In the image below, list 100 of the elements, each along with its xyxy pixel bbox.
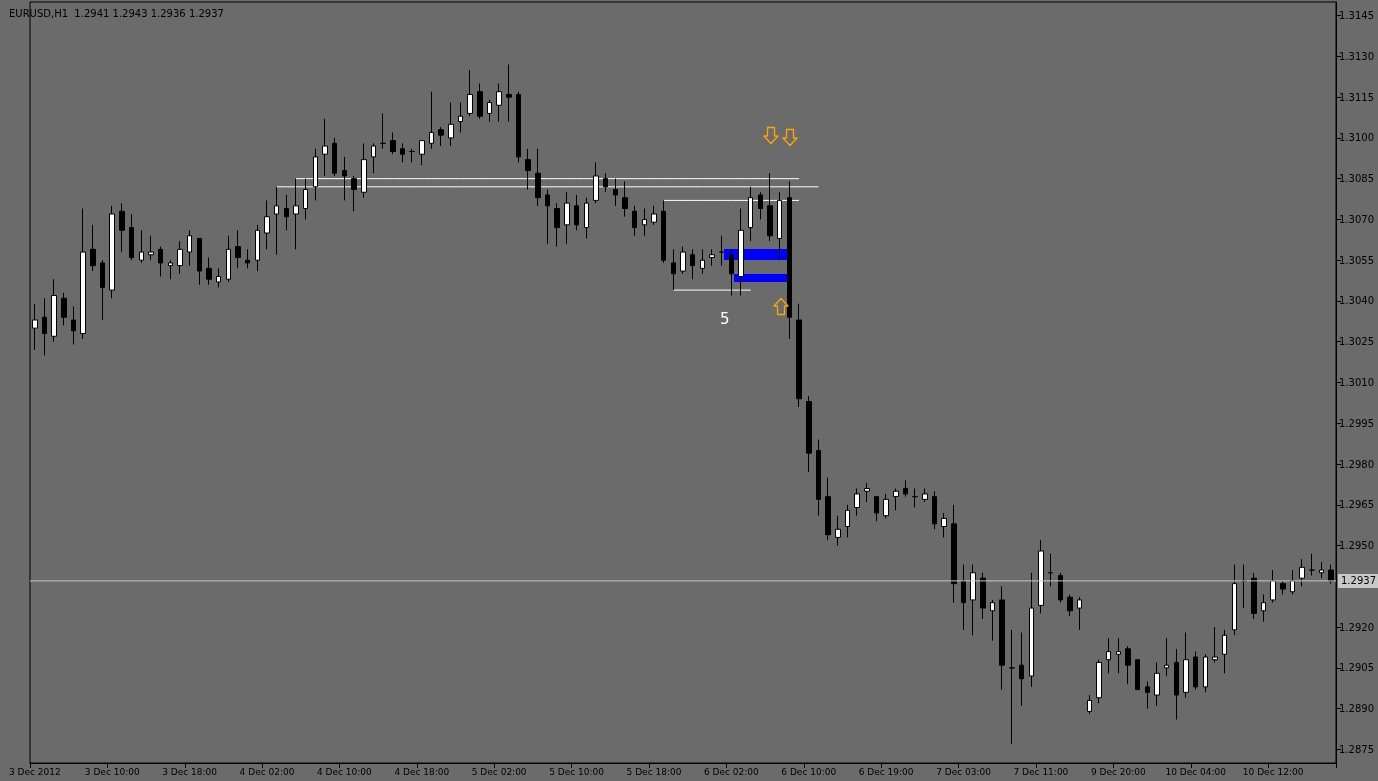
x-tick-label: 6 Dec 10:00 bbox=[781, 766, 837, 777]
candlestick bbox=[129, 213, 134, 261]
y-tick-label: 1.2965 bbox=[1339, 499, 1374, 511]
y-tick-label: 1.2980 bbox=[1339, 458, 1374, 470]
candlestick bbox=[1280, 580, 1286, 595]
candlestick bbox=[874, 496, 879, 522]
candlestick bbox=[961, 564, 966, 631]
candlestick bbox=[1241, 564, 1247, 609]
candlestick bbox=[1087, 694, 1092, 715]
candlestick bbox=[1193, 651, 1198, 691]
x-tick-label: 7 Dec 03:00 bbox=[936, 766, 992, 777]
candlestick bbox=[1125, 645, 1131, 685]
y-tick-label: 1.3115 bbox=[1339, 91, 1374, 103]
x-tick-label: 10 Dec 12:00 bbox=[1242, 766, 1304, 777]
candlestick bbox=[235, 229, 241, 269]
candlestick bbox=[1135, 659, 1140, 691]
candlestick bbox=[1096, 659, 1102, 704]
text: EURUSD,H1 1.2941 1.2943 1.2936 1.2937 bbox=[9, 7, 224, 19]
candlestick bbox=[845, 504, 850, 538]
candlestick bbox=[932, 490, 937, 530]
candlestick bbox=[1299, 558, 1305, 587]
x-tick-label: 4 Dec 10:00 bbox=[317, 766, 373, 777]
y-tick-label: 1.2950 bbox=[1339, 540, 1374, 552]
candlestick bbox=[680, 246, 686, 275]
candlestick bbox=[216, 267, 221, 288]
candlestick bbox=[1203, 653, 1208, 693]
candlestick bbox=[351, 175, 357, 212]
candlestick bbox=[496, 83, 502, 123]
candlestick bbox=[796, 303, 802, 408]
candlestick bbox=[255, 224, 260, 272]
candlestick bbox=[1145, 680, 1150, 710]
candlestick bbox=[690, 248, 695, 280]
x-tick-label: 10 Dec 04:00 bbox=[1165, 766, 1227, 777]
x-tick-label: 4 Dec 02:00 bbox=[239, 766, 295, 777]
candlestick bbox=[168, 259, 173, 280]
candlestick bbox=[274, 186, 279, 256]
candlestick bbox=[158, 246, 163, 277]
candlestick bbox=[719, 235, 724, 267]
candlestick bbox=[1174, 648, 1179, 721]
x-tick-label: 6 Dec 19:00 bbox=[858, 766, 914, 777]
candlestick bbox=[109, 205, 115, 299]
candlestick bbox=[264, 199, 270, 250]
candlestick bbox=[119, 202, 125, 253]
x-tick-label: 4 Dec 18:00 bbox=[394, 766, 450, 777]
candlestick bbox=[1048, 553, 1053, 587]
y-tick-label: 1.3010 bbox=[1339, 377, 1374, 388]
candlestick bbox=[458, 102, 463, 133]
candlestick bbox=[371, 142, 376, 174]
candlestick bbox=[622, 180, 628, 218]
candlestick bbox=[80, 208, 86, 340]
candlestick bbox=[729, 248, 734, 297]
candlestick bbox=[1058, 572, 1063, 604]
candlestick bbox=[438, 126, 444, 147]
candlestick bbox=[1251, 572, 1257, 620]
candlestick bbox=[1290, 569, 1295, 595]
candlestick bbox=[806, 395, 812, 473]
candlestick bbox=[100, 259, 105, 321]
candlestick bbox=[584, 197, 589, 239]
candlestick bbox=[487, 99, 492, 123]
candlestick bbox=[1222, 629, 1227, 674]
candlestick bbox=[864, 482, 870, 503]
x-tick-label: 3 Dec 2012 bbox=[8, 766, 61, 777]
x-tick-label: 3 Dec 18:00 bbox=[162, 766, 218, 777]
candlestick bbox=[700, 248, 705, 275]
candlestick bbox=[922, 488, 928, 503]
candlestick bbox=[1183, 632, 1189, 699]
candlestick bbox=[1116, 637, 1121, 674]
candlestick bbox=[767, 172, 773, 242]
x-tick-label: 5 Dec 10:00 bbox=[549, 766, 605, 777]
candlestick bbox=[322, 118, 328, 177]
candlestick bbox=[613, 178, 618, 207]
y-tick-label: 1.3100 bbox=[1339, 132, 1374, 144]
x-tick-label: 5 Dec 18:00 bbox=[626, 766, 682, 777]
y-tick-label: 1.3145 bbox=[1339, 10, 1374, 22]
candlestick bbox=[32, 303, 38, 351]
ref-line-label: 1.2937 bbox=[1341, 575, 1376, 587]
x-tick-label: 7 Dec 11:00 bbox=[1013, 766, 1069, 777]
candlestick bbox=[1212, 626, 1218, 663]
candlestick bbox=[245, 248, 250, 269]
candlestick bbox=[709, 248, 715, 267]
candlestick bbox=[1319, 561, 1324, 579]
candlestick bbox=[651, 205, 657, 226]
candlestick bbox=[177, 240, 183, 275]
candlestick bbox=[1106, 637, 1111, 674]
candlestick bbox=[1154, 661, 1160, 707]
candlestick bbox=[893, 488, 899, 511]
y-tick-label: 1.3055 bbox=[1339, 254, 1374, 266]
y-tick-label: 1.3070 bbox=[1339, 213, 1374, 225]
candlestick bbox=[903, 479, 908, 498]
candlestick bbox=[854, 488, 860, 517]
candlestick bbox=[545, 189, 550, 245]
candlestick bbox=[835, 515, 841, 547]
candlestick bbox=[787, 180, 792, 340]
candlestick bbox=[506, 64, 512, 123]
candlestick bbox=[758, 191, 763, 220]
candlestick bbox=[1077, 596, 1082, 631]
candlestick bbox=[564, 191, 570, 245]
candlestick bbox=[342, 156, 347, 201]
annotation: 5 bbox=[720, 309, 730, 328]
candlestick bbox=[1009, 629, 1015, 745]
